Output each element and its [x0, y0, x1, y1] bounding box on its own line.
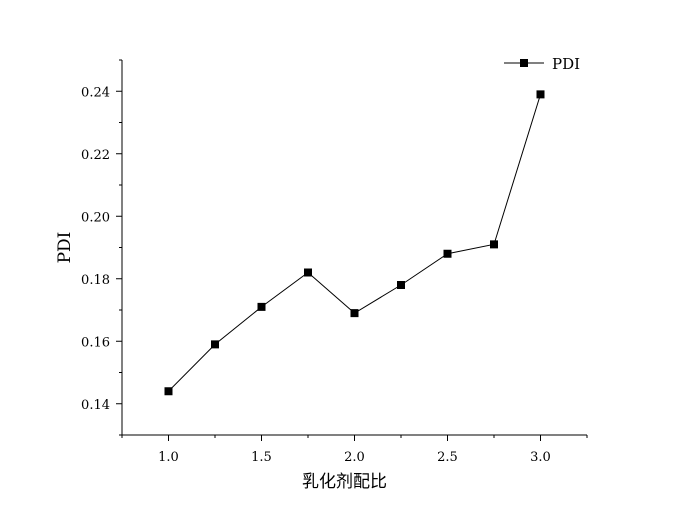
x-tick-label: 1.5: [251, 450, 272, 465]
y-ticks: 0.14 0.16 0.18 0.20 0.22 0.24: [81, 59, 122, 436]
data-point: [536, 90, 545, 99]
x-tick-label: 3.0: [530, 450, 551, 465]
axes: [121, 60, 587, 436]
x-tick-label: 2.0: [344, 450, 365, 465]
legend-marker: [520, 59, 528, 67]
y-tick-label: 0.20: [81, 210, 110, 225]
data-point: [304, 268, 312, 277]
data-point: [350, 309, 359, 318]
legend-label: PDI: [552, 55, 580, 73]
data-point: [257, 302, 266, 311]
y-tick-label: 0.18: [81, 273, 110, 288]
y-tick-label: 0.14: [81, 398, 110, 413]
data-point: [397, 281, 405, 289]
y-tick-label: 0.22: [81, 148, 110, 163]
series-layer: [164, 90, 545, 396]
series-line: [168, 94, 541, 392]
x-axis-title: 乳化剂配比: [302, 472, 387, 492]
x-tick-label: 2.5: [437, 450, 458, 465]
x-ticks: 1.0 1.5 2.0 2.5 3.0: [121, 435, 588, 465]
y-tick-label: 0.24: [81, 85, 110, 100]
x-tick-label: 1.0: [158, 450, 179, 465]
legend: PDI: [504, 55, 580, 73]
data-point: [211, 340, 219, 349]
data-point: [490, 240, 498, 249]
data-point: [164, 387, 173, 396]
data-point: [443, 249, 452, 258]
y-tick-label: 0.16: [81, 335, 110, 350]
y-axis-title: PDI: [55, 232, 75, 264]
